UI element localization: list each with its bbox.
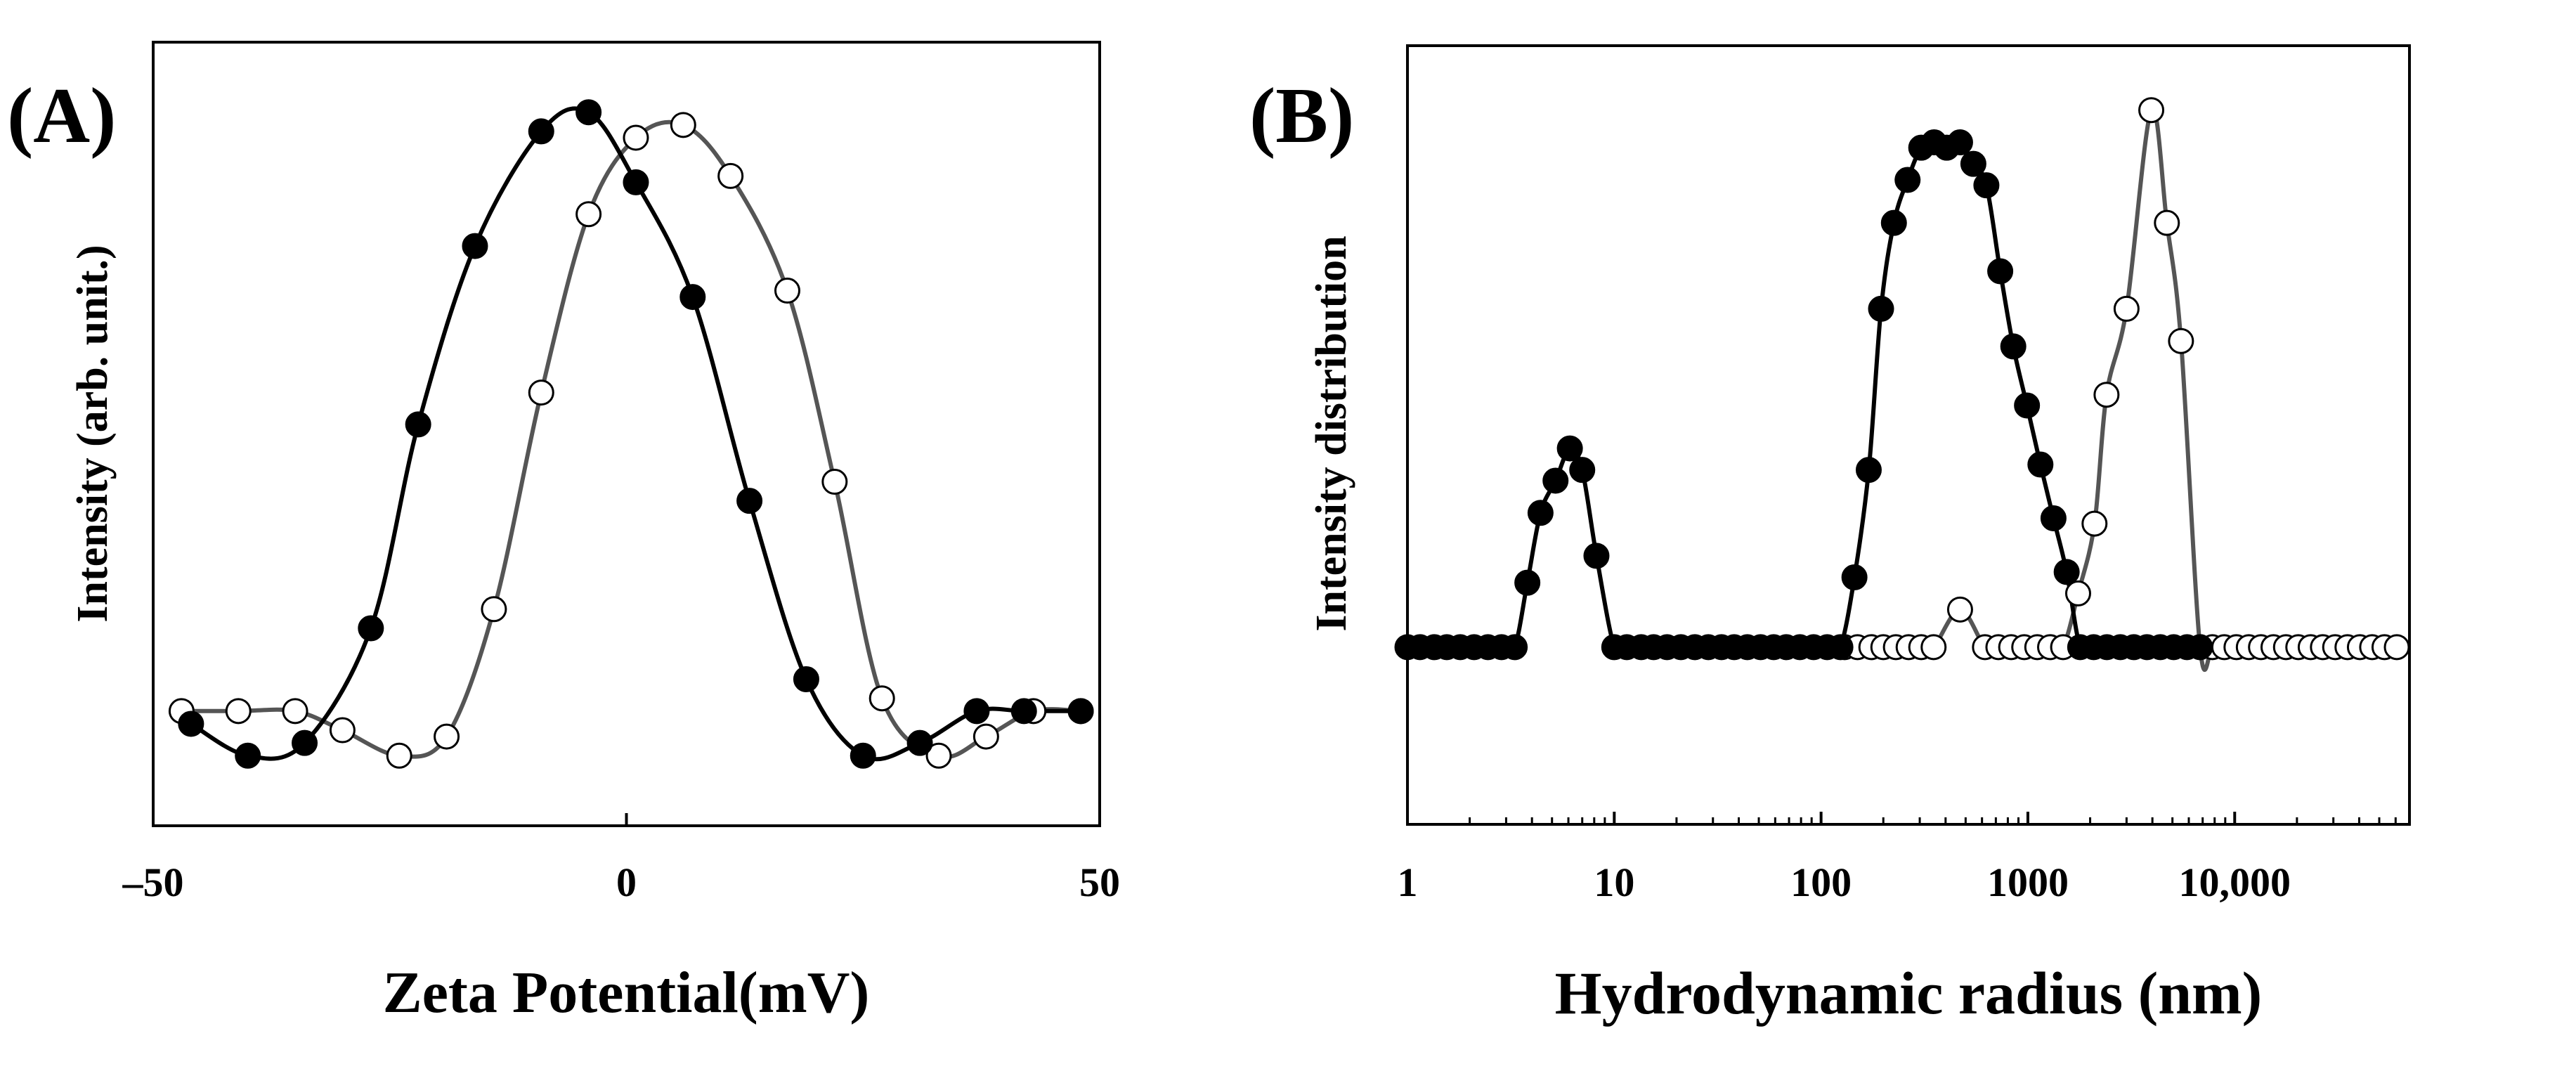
panel-a-open-point-8	[575, 201, 602, 228]
panel-b-open-point-7	[1920, 634, 1947, 661]
panel-b-x-ticks: 1 10 100 1000 10,000	[1398, 812, 2411, 905]
panel-b-label: (B)	[1249, 72, 1354, 160]
panel-b-x-tick-label-2: 100	[1790, 859, 1852, 905]
panel-b-x-tick-label-3: 1000	[1987, 859, 2069, 905]
panel-a-filled-point-4	[405, 411, 431, 438]
panel-b-filled-point-45	[2000, 333, 2027, 360]
panel-a-filled-point-16	[1067, 698, 1094, 725]
panel-b-filled-point-33	[1841, 564, 1868, 590]
panel-b-open-point-8	[1946, 596, 1973, 623]
panel-b-x-tick-label-4: 10,000	[2179, 859, 2291, 905]
panel-a-open-point-16	[972, 723, 999, 750]
panel-b-filled-point-12	[1556, 435, 1583, 462]
panel-b-filled-point-36	[1880, 209, 1907, 236]
panel-a-open-point-1	[225, 698, 252, 725]
panel-b-filled-point-41	[1946, 129, 1973, 156]
panel-a-series-lines	[181, 106, 1081, 762]
panel-b-filled-point-11	[1542, 467, 1569, 494]
panel-a-open-point-3	[329, 717, 356, 744]
panel-a-x-tick-label-2: 50	[1079, 859, 1120, 905]
panel-a-filled-point-9	[679, 284, 706, 311]
panel-b-filled-point-35	[1868, 295, 1894, 322]
panel-a-filled-point-15	[1010, 698, 1037, 725]
panel-a-filled-point-8	[623, 169, 649, 195]
panel-b-filled-point-10	[1527, 500, 1554, 526]
panel-a-x-tick-label-1: 0	[616, 859, 637, 905]
panel-b-filled-point-13	[1569, 457, 1596, 484]
panel-a-open-point-4	[386, 742, 412, 769]
panel-a-open-point-12	[774, 278, 800, 304]
panel-b-open-point-20	[2138, 97, 2165, 124]
panel-b-open-point-18	[2093, 382, 2120, 408]
panel-b-filled-point-42	[1960, 150, 1986, 177]
panel-a-filled-point-0	[178, 711, 204, 737]
panel-a-open-line	[181, 119, 1081, 760]
panel-a-filled-point-12	[850, 742, 876, 769]
panel-b-series-points	[1394, 97, 2410, 661]
panel-b-open-point-21	[2154, 209, 2180, 236]
panel-a-series-points	[168, 99, 1094, 769]
panel-b-open-point-16	[2064, 580, 2091, 606]
panel-a-open-point-11	[717, 162, 744, 189]
panel-a-y-axis-title: Intensity (arb. unit.)	[69, 245, 117, 622]
panel-b-filled-point-46	[2014, 392, 2041, 419]
panel-a-filled-point-13	[906, 729, 933, 756]
panel-a-open-point-6	[481, 596, 507, 623]
panel-b: (B) 1 10 100 1000 10,000 Hydrodynamic radius…	[1249, 44, 2411, 1027]
panel-b-open-line	[1845, 106, 2397, 672]
panel-b-filled-point-43	[1973, 172, 2000, 199]
panel-a-label: (A)	[7, 72, 116, 160]
panel-b-filled-point-9	[1514, 569, 1541, 596]
panel-b-x-tick-label-1: 10	[1594, 859, 1634, 905]
panel-b-open-point-17	[2081, 510, 2108, 537]
panel-a-filled-point-7	[575, 99, 602, 126]
panel-a-filled-point-3	[358, 615, 384, 642]
panel-a-x-tick-label-0: –50	[122, 859, 184, 905]
panel-b-y-axis-title: Intensity distribution	[1308, 235, 1355, 631]
panel-b-open-point-19	[2113, 295, 2140, 322]
panel-b-filled-point-59	[2187, 634, 2213, 661]
panel-b-filled-point-44	[1987, 258, 2014, 285]
panel-a-filled-point-11	[793, 666, 819, 693]
panel-b-filled-point-49	[2053, 559, 2080, 585]
panel-a-x-axis-title: Zeta Potential(mV)	[383, 960, 870, 1025]
panel-b-open-point-22	[2168, 327, 2194, 354]
panel-a-filled-point-6	[528, 118, 554, 145]
panel-b-x-tick-label-0: 1	[1398, 859, 1418, 905]
panel-a-open-point-2	[282, 698, 308, 725]
panel-b-filled-point-34	[1855, 457, 1882, 484]
panel-b-filled-point-48	[2040, 505, 2067, 531]
panel-a-filled-line	[190, 106, 1081, 762]
panel-a-open-point-10	[670, 112, 696, 138]
panel-b-filled-point-8	[1502, 634, 1528, 661]
panel-b-filled-point-47	[2027, 451, 2054, 478]
panel-a-filled-point-5	[462, 233, 488, 259]
panel-a-filled-point-10	[736, 488, 763, 514]
panel-a-open-point-9	[623, 124, 649, 151]
panel-b-filled-point-14	[1583, 543, 1610, 569]
panel-b-series-lines	[1407, 106, 2397, 672]
panel-b-plot-frame	[1406, 44, 2411, 826]
panel-a-x-ticks: –50 0 50	[122, 813, 1120, 905]
panel-b-filled-point-37	[1894, 167, 1921, 193]
panel-b-open-point-39	[2383, 634, 2410, 661]
panel-a-open-point-13	[821, 468, 848, 495]
panel-a-open-point-7	[528, 379, 554, 406]
panel-a-open-point-15	[925, 742, 952, 769]
panel-a: (A) –50 0 50 Zeta Potential(mV) Intensity …	[7, 41, 1120, 1025]
panel-b-x-axis-title: Hydrodynamic radius (nm)	[1555, 959, 2263, 1027]
panel-a-filled-point-2	[292, 729, 318, 756]
panel-a-open-point-5	[434, 723, 460, 750]
panel-a-filled-point-1	[235, 742, 261, 769]
panel-a-filled-point-14	[963, 698, 990, 725]
panel-b-filled-point-32	[1827, 634, 1854, 661]
panel-a-open-point-14	[869, 685, 895, 712]
